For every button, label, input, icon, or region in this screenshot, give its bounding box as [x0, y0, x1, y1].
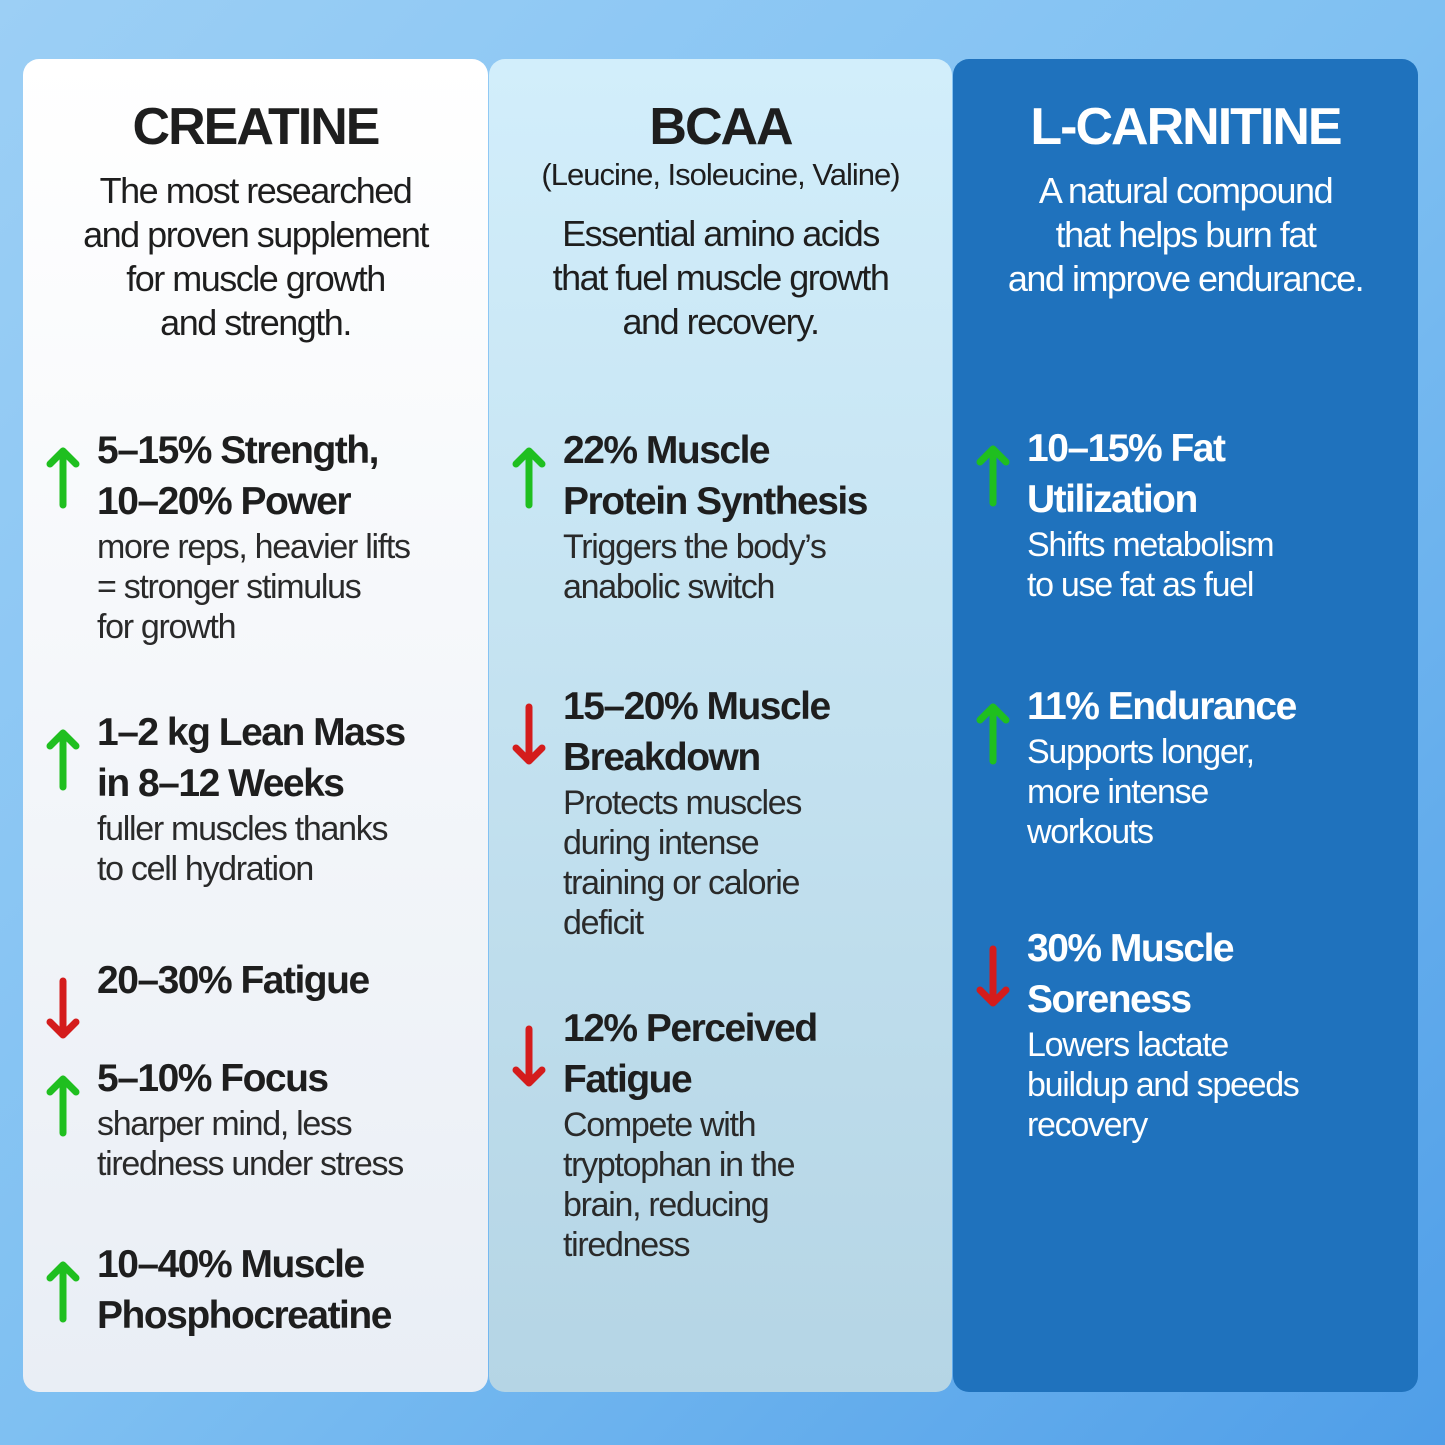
- arrow-up-icon: [45, 445, 81, 509]
- benefit-heading: 1–2 kg Lean Mass in 8–12 Weeks: [97, 711, 406, 805]
- benefit-description: Shifts metabolism to use fat as fuel: [1027, 526, 1275, 604]
- benefit-description: Protects muscles during intense training…: [563, 784, 802, 942]
- benefit-description: sharper mind, less tiredness under stres…: [97, 1105, 404, 1183]
- card-subtitle: The most researched and proven supplemen…: [83, 170, 429, 343]
- arrow-down-icon: [45, 977, 81, 1041]
- arrow-down-icon: [975, 945, 1011, 1009]
- card-parenthetical: (Leucine, Isoleucine, Valine): [541, 157, 900, 192]
- card-subtitle: A natural compound that helps burn fat a…: [1007, 170, 1365, 299]
- arrow-up-icon: [45, 1259, 81, 1323]
- benefit-heading: 10–15% Fat Utilization: [1027, 427, 1226, 521]
- arrow-up-icon: [975, 443, 1011, 507]
- l-carnitine-card: L-CARNITINE A natural compound that help…: [953, 59, 1418, 1392]
- benefit-description: Supports longer, more intense workouts: [1027, 733, 1255, 851]
- benefit-description: Compete with tryptophan in the brain, re…: [563, 1106, 796, 1264]
- arrow-up-icon: [511, 445, 547, 509]
- benefit-heading: 10–40% Muscle Phosphocreatine: [97, 1243, 392, 1337]
- benefit-heading: 5–15% Strength, 10–20% Power: [97, 429, 379, 523]
- card-title: L-CARNITINE: [1030, 98, 1342, 156]
- benefit-description: Lowers lactate buildup and speeds recove…: [1027, 1026, 1300, 1144]
- benefit-heading: 5–10% Focus: [97, 1057, 329, 1100]
- card-title: BCAA: [649, 98, 793, 156]
- arrow-up-icon: [45, 727, 81, 791]
- creatine-card: CREATINE The most researched and proven …: [23, 59, 488, 1392]
- benefit-heading: 15–20% Muscle Breakdown: [563, 685, 831, 779]
- arrow-down-icon: [511, 1025, 547, 1089]
- card-title: CREATINE: [132, 98, 381, 156]
- benefit-description: more reps, heavier lifts = stronger stim…: [97, 528, 411, 646]
- arrow-down-icon: [511, 703, 547, 767]
- card-subtitle: Essential amino acids that fuel muscle g…: [552, 213, 890, 342]
- benefit-heading: 12% Perceived Fatigue: [563, 1007, 818, 1101]
- benefit-heading: 20–30% Fatigue: [97, 959, 370, 1002]
- benefit-heading: 11% Endurance: [1027, 685, 1297, 728]
- benefit-description: fuller muscles thanks to cell hydration: [97, 810, 388, 888]
- benefit-heading: 22% Muscle Protein Synthesis: [563, 429, 868, 523]
- bcaa-card: BCAA (Leucine, Isoleucine, Valine) Essen…: [489, 59, 952, 1392]
- benefit-description: Triggers the body’s anabolic switch: [563, 528, 827, 606]
- arrow-up-icon: [45, 1073, 81, 1137]
- benefit-heading: 30% Muscle Soreness: [1027, 927, 1235, 1021]
- arrow-up-icon: [975, 701, 1011, 765]
